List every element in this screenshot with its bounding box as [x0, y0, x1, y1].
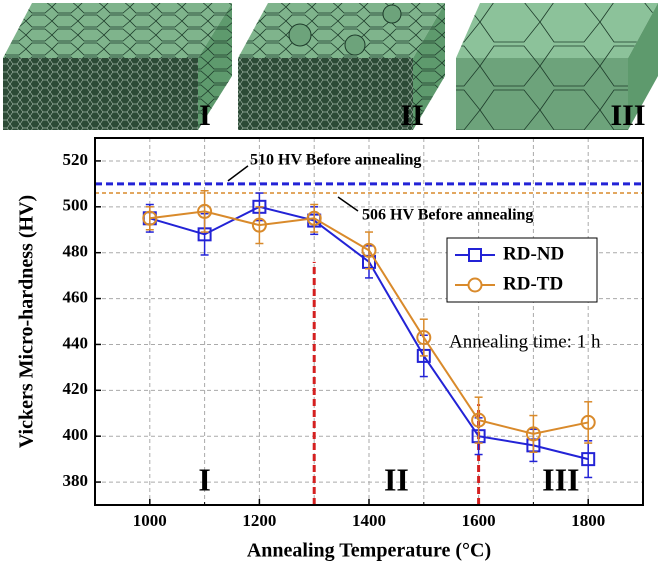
legend-label: RD-ND	[503, 243, 564, 264]
x-tick-label: 1800	[571, 511, 605, 530]
marker	[361, 242, 377, 258]
y-tick-label: 520	[63, 150, 89, 169]
image-label: II	[400, 99, 423, 132]
y-tick-label: 440	[63, 333, 89, 352]
marker	[471, 412, 487, 428]
legend-marker	[468, 248, 482, 262]
annotation: Annealing time: 1 h	[449, 331, 601, 352]
chart: 1000 1200 1400 1600 1800 380 400 420 440 460 480 50…	[16, 137, 644, 562]
y-tick-label: 460	[63, 287, 89, 306]
reference-label: 506 HV Before annealing	[362, 207, 533, 224]
legend-marker	[467, 277, 483, 293]
reference-label: 510 HV Before annealing	[250, 152, 421, 169]
y-tick-label: 500	[63, 196, 89, 215]
marker	[251, 217, 267, 233]
x-tick-label: 1600	[462, 511, 496, 530]
block-2	[238, 3, 445, 130]
marker	[416, 330, 432, 346]
marker	[580, 414, 596, 430]
marker	[581, 452, 596, 467]
marker	[197, 203, 213, 219]
x-tick-label: 1000	[133, 511, 167, 530]
microstructure-images: I II III	[3, 3, 658, 132]
region-label: III	[542, 461, 579, 497]
marker	[142, 210, 158, 226]
x-axis-title: Annealing Temperature (°C)	[247, 540, 491, 562]
plot-frame	[94, 137, 644, 506]
x-tick-label: 1200	[242, 511, 276, 530]
y-tick-label: 400	[63, 425, 89, 444]
region-label: II	[384, 461, 409, 497]
y-axis-title: Vickers Micro-hardness (HV)	[16, 195, 38, 448]
block-3	[456, 3, 658, 130]
legend-label: RD-TD	[503, 273, 563, 294]
arrow	[227, 165, 249, 182]
y-tick-label: 480	[63, 242, 89, 261]
image-label: I	[199, 99, 211, 132]
x-tick-label: 1400	[352, 511, 386, 530]
arrow	[337, 196, 359, 212]
y-tick-label: 380	[63, 471, 89, 490]
y-tick-label: 420	[63, 379, 89, 398]
block-1	[3, 3, 232, 130]
region-label: I	[198, 461, 210, 497]
image-label: III	[610, 99, 645, 132]
marker	[525, 426, 541, 442]
marker	[306, 210, 322, 226]
